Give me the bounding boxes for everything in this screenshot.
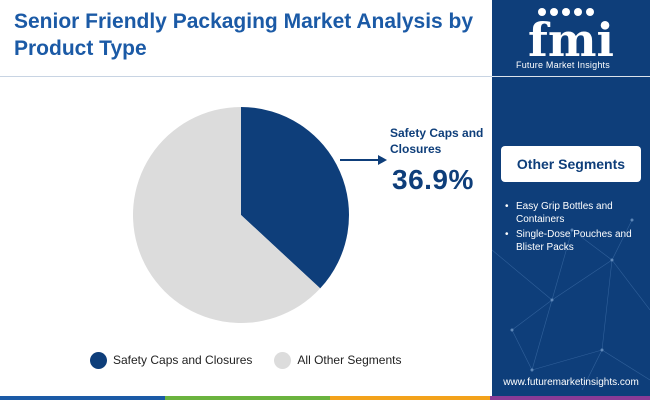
legend: Safety Caps and Closures All Other Segme… — [90, 350, 423, 370]
legend-item-safety-caps: Safety Caps and Closures — [90, 351, 253, 369]
bottom-color-bar — [0, 396, 650, 400]
brand-name: Future Market Insights — [516, 60, 610, 70]
bottom-bar-orange — [330, 396, 490, 400]
list-item: Easy Grip Bottles and Containers — [502, 200, 642, 226]
callout-label: Safety Caps and Closures — [390, 126, 484, 156]
fmi-logo-mark: fmi — [528, 8, 614, 67]
other-segments-header: Other Segments — [501, 146, 641, 182]
list-item: Single-Dose Pouches and Blister Packs — [502, 228, 642, 254]
legend-swatch-other-segments — [274, 351, 292, 369]
website-link[interactable]: www.futuremarketinsights.com — [503, 377, 639, 388]
fmi-logo: fmi Future Market Insights — [492, 0, 650, 76]
legend-label: All Other Segments — [297, 353, 402, 367]
pie-chart — [133, 107, 387, 323]
sidebar: fmi Future Market Insights Other Segment… — [492, 0, 650, 396]
main-panel: Senior Friendly Packaging Market Analysi… — [0, 10, 492, 370]
bottom-bar-blue — [0, 396, 165, 400]
legend-label: Safety Caps and Closures — [113, 353, 253, 367]
logo-letters: fmi — [528, 13, 614, 60]
legend-swatch-safety-caps — [90, 351, 107, 369]
bottom-bar-purple — [490, 396, 650, 400]
sidebar-divider — [492, 76, 650, 77]
chart-title: Senior Friendly Packaging Market Analysi… — [14, 10, 474, 60]
pie-slice-safety-caps-and-closures — [241, 107, 349, 289]
other-segments-list: Easy Grip Bottles and Containers Single-… — [502, 200, 642, 256]
pie-slices — [133, 107, 349, 323]
bottom-bar-green — [165, 396, 330, 400]
pie-slice-all-other-segments — [133, 107, 321, 323]
title-divider — [0, 76, 492, 77]
legend-item-other-segments: All Other Segments — [274, 351, 402, 369]
callout-value: 36.9% — [392, 164, 474, 195]
callout-arrow — [340, 155, 387, 165]
